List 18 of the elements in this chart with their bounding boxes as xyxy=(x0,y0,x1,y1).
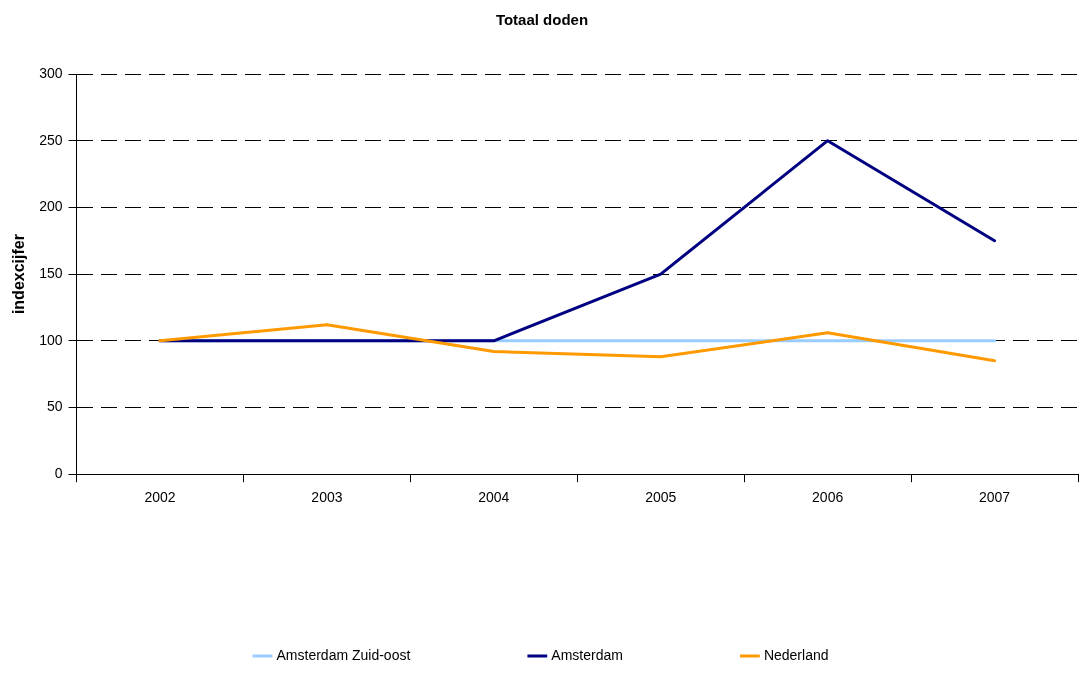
x-tick-label: 2006 xyxy=(812,489,844,506)
y-axis-title: indexcijfer xyxy=(10,234,28,315)
y-tick-label: 0 xyxy=(54,465,63,482)
y-tick-label: 50 xyxy=(46,398,63,415)
x-tick-label: 2007 xyxy=(978,489,1011,506)
y-tick-label: 250 xyxy=(39,131,63,148)
legend-label: Amsterdam xyxy=(551,646,623,663)
y-tick-label: 300 xyxy=(39,64,63,81)
x-tick-label: 2002 xyxy=(144,489,176,506)
x-tick-label: 2003 xyxy=(311,489,343,506)
x-tick-label: 2005 xyxy=(645,489,677,506)
y-tick-label: 100 xyxy=(39,331,63,348)
y-tick-label: 200 xyxy=(39,198,63,215)
chart-title: Totaal doden xyxy=(495,11,589,29)
x-tick-label: 2004 xyxy=(478,489,510,506)
legend-label: Amsterdam Zuid-oost xyxy=(276,646,411,663)
legend-label: Nederland xyxy=(763,646,829,663)
y-tick-label: 150 xyxy=(39,264,63,281)
